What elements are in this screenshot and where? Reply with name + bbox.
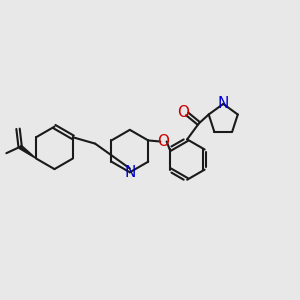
Polygon shape [19, 145, 36, 158]
Text: O: O [158, 134, 169, 149]
Text: N: N [218, 96, 229, 111]
Text: O: O [177, 105, 189, 120]
Text: N: N [124, 165, 136, 180]
